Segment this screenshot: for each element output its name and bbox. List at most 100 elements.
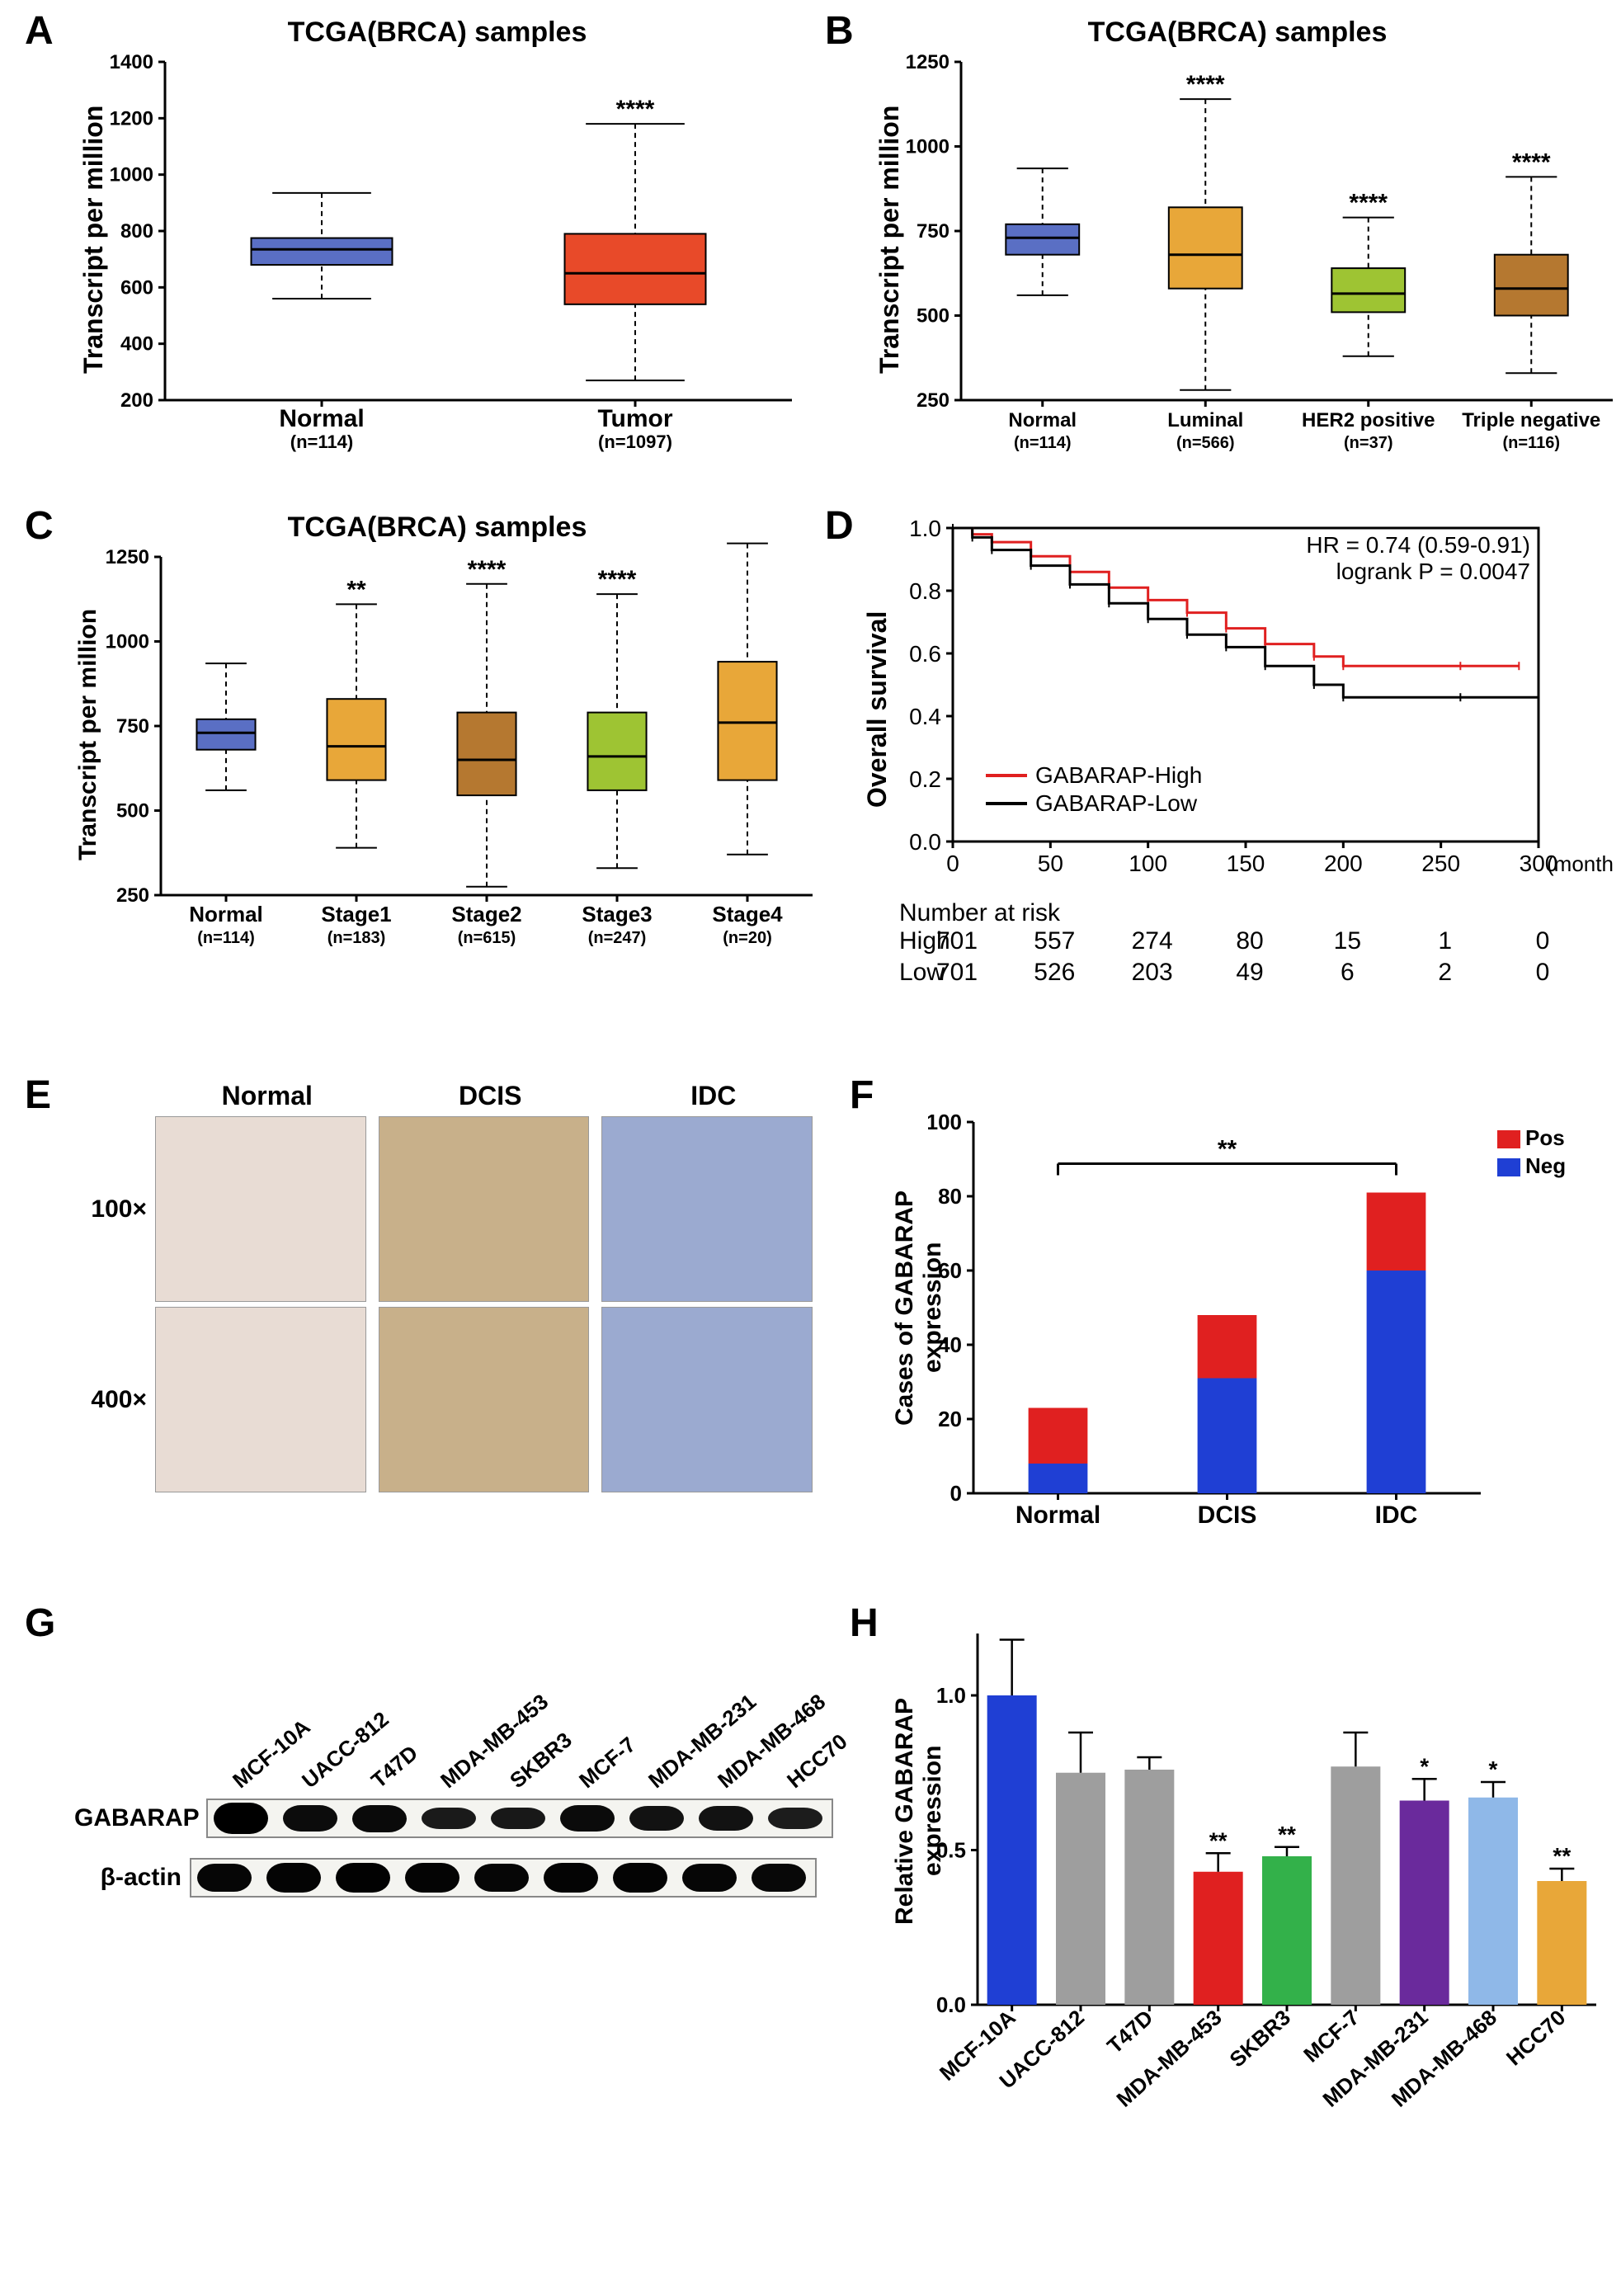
panel-d-risk-table: Number at riskHigh701557274801510Low7015… (899, 899, 1600, 990)
western-lane (330, 1860, 396, 1896)
svg-text:GABARAP-High: GABARAP-High (1035, 762, 1202, 788)
svg-text:**: ** (1553, 1843, 1571, 1869)
svg-text:1200: 1200 (110, 107, 153, 130)
svg-text:0.5: 0.5 (936, 1838, 966, 1863)
svg-text:40: 40 (938, 1332, 962, 1357)
svg-text:T47D: T47D (1102, 2005, 1157, 2058)
svg-text:250: 250 (917, 389, 950, 412)
panel-d-label: D (825, 503, 854, 549)
svg-text:(n=37): (n=37) (1344, 434, 1392, 452)
svg-text:****: **** (598, 566, 637, 593)
western-lane (607, 1860, 673, 1896)
western-lane (762, 1800, 828, 1836)
western-lane (399, 1860, 465, 1896)
svg-text:500: 500 (917, 305, 950, 328)
micrograph (155, 1116, 366, 1302)
svg-text:250: 250 (116, 884, 149, 907)
svg-text:0: 0 (950, 1481, 962, 1506)
svg-text:Normal: Normal (279, 405, 364, 432)
svg-text:**: ** (1218, 1136, 1237, 1163)
panel-a-label: A (25, 8, 54, 54)
svg-text:750: 750 (116, 715, 149, 738)
svg-text:**: ** (1278, 1822, 1296, 1847)
svg-text:IDC: IDC (1375, 1502, 1418, 1529)
svg-text:(n=114): (n=114) (1014, 434, 1071, 452)
svg-text:(n=247): (n=247) (588, 929, 647, 947)
panel-a-chart: 200400600800100012001400Normal(n=114)***… (107, 33, 808, 470)
svg-text:****: **** (616, 96, 655, 123)
panel-b-label: B (825, 8, 854, 54)
svg-text:MCF-7: MCF-7 (1298, 2005, 1364, 2067)
svg-text:50: 50 (1038, 851, 1063, 876)
svg-text:600: 600 (120, 276, 153, 299)
panel-f-chart: 020406080100NormalDCISIDC**PosNeg (928, 1081, 1613, 1543)
western-lane (676, 1860, 742, 1896)
svg-text:750: 750 (917, 220, 950, 243)
svg-text:****: **** (468, 556, 507, 583)
svg-text:****: **** (1186, 71, 1225, 98)
panel-e-micrograph-grid: NormalDCISIDC 100× 400× (82, 1081, 825, 1492)
western-lane (277, 1800, 343, 1836)
svg-text:(n=1097): (n=1097) (598, 431, 672, 452)
svg-text:*: * (1489, 1756, 1498, 1782)
panel-c-ylabel: Transcript per million (74, 578, 102, 891)
panel-e-col-header: Normal (156, 1081, 379, 1111)
panel-h: H Relative GABARAP expression 0.00.51.0M… (850, 1601, 1617, 2277)
svg-text:Neg: Neg (1525, 1153, 1566, 1178)
micrograph (379, 1307, 590, 1492)
svg-text:**: ** (1209, 1827, 1228, 1853)
svg-text:GABARAP-Low: GABARAP-Low (1035, 790, 1198, 816)
svg-text:(n=114): (n=114) (290, 431, 353, 452)
western-lane (261, 1860, 327, 1896)
svg-text:HER2 positive: HER2 positive (1302, 409, 1435, 431)
svg-text:(n=114): (n=114) (197, 929, 254, 947)
svg-text:1000: 1000 (110, 164, 153, 186)
panel-c-label: C (25, 503, 54, 549)
micrograph (379, 1116, 590, 1302)
svg-text:0.6: 0.6 (909, 641, 941, 667)
svg-text:****: **** (1349, 190, 1388, 217)
svg-text:100: 100 (928, 1110, 962, 1134)
svg-text:Normal: Normal (189, 902, 263, 926)
panel-d: D Overall survival 0.00.20.40.60.81.0050… (825, 503, 1617, 1040)
svg-text:500: 500 (116, 800, 149, 823)
svg-text:0.8: 0.8 (909, 578, 941, 604)
panel-c-chart: 25050075010001250Normal(n=114)**Stage1(n… (103, 528, 821, 965)
svg-text:Stage4: Stage4 (712, 902, 783, 926)
micrograph (155, 1307, 366, 1492)
western-lane (346, 1800, 412, 1836)
svg-text:Normal: Normal (1008, 409, 1077, 431)
cell-line-label: MCF-7 (574, 1732, 641, 1794)
panel-a: A TCGA(BRCA) samples Transcript per mill… (25, 8, 808, 470)
panel-e-col-header: DCIS (379, 1081, 601, 1111)
svg-text:Triple negative: Triple negative (1462, 409, 1600, 431)
panel-e-row-header: 400× (82, 1386, 155, 1414)
panel-f-label: F (850, 1073, 874, 1118)
svg-text:200: 200 (1324, 851, 1363, 876)
panel-h-label: H (850, 1601, 879, 1646)
svg-text:1.0: 1.0 (909, 516, 941, 541)
panel-b: B TCGA(BRCA) samples Transcript per mill… (825, 8, 1617, 470)
svg-text:150: 150 (1227, 851, 1265, 876)
panel-e-col-header: IDC (602, 1081, 825, 1111)
svg-text:Stage3: Stage3 (582, 902, 652, 926)
panel-e: E NormalDCISIDC 100× 400× (25, 1073, 825, 1551)
svg-text:0.0: 0.0 (936, 1992, 966, 2017)
svg-text:1250: 1250 (106, 546, 149, 568)
western-lane (416, 1800, 482, 1836)
svg-text:(n=20): (n=20) (723, 929, 771, 947)
panel-b-ylabel: Transcript per million (874, 83, 905, 396)
western-lane (693, 1800, 759, 1836)
western-lane (191, 1860, 257, 1896)
panel-b-chart: 25050075010001250Normal(n=114)****Lumina… (903, 33, 1621, 470)
svg-text:1250: 1250 (906, 51, 950, 73)
panel-e-label: E (25, 1073, 51, 1118)
western-lane (624, 1800, 690, 1836)
panel-e-row-header: 100× (82, 1195, 155, 1223)
western-lane (485, 1800, 551, 1836)
svg-text:DCIS: DCIS (1198, 1502, 1257, 1529)
svg-text:80: 80 (938, 1184, 962, 1209)
panel-d-ylabel: Overall survival (862, 553, 893, 866)
svg-text:SKBR3: SKBR3 (1224, 2005, 1295, 2072)
western-row-label: GABARAP (74, 1804, 206, 1832)
